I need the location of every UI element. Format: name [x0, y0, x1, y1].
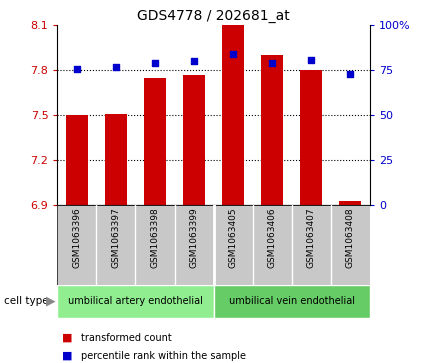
Bar	[261, 55, 283, 205]
Bar	[222, 25, 244, 205]
Text: umbilical vein endothelial: umbilical vein endothelial	[229, 296, 354, 306]
Bar	[105, 114, 127, 205]
Bar	[213, 285, 370, 318]
Text: transformed count: transformed count	[81, 333, 172, 343]
Bar	[57, 285, 213, 318]
Point	[230, 51, 236, 57]
Text: umbilical artery endothelial: umbilical artery endothelial	[68, 296, 203, 306]
Bar	[300, 70, 322, 205]
Title: GDS4778 / 202681_at: GDS4778 / 202681_at	[137, 9, 290, 23]
Text: GSM1063408: GSM1063408	[346, 208, 355, 268]
Text: ■: ■	[62, 333, 72, 343]
Bar	[340, 201, 361, 205]
Text: GSM1063407: GSM1063407	[307, 208, 316, 268]
Point	[191, 58, 198, 64]
Text: cell type: cell type	[4, 296, 49, 306]
Bar	[144, 78, 166, 205]
Point	[308, 57, 314, 62]
Text: ▶: ▶	[46, 295, 56, 308]
Point	[347, 71, 354, 77]
Text: GSM1063398: GSM1063398	[150, 208, 159, 268]
Point	[269, 60, 275, 66]
Text: GSM1063406: GSM1063406	[268, 208, 277, 268]
Bar	[183, 75, 205, 205]
Text: GSM1063399: GSM1063399	[190, 208, 198, 268]
Text: GSM1063405: GSM1063405	[229, 208, 238, 268]
Text: ■: ■	[62, 351, 72, 361]
Point	[74, 66, 80, 72]
Point	[113, 64, 119, 70]
Text: percentile rank within the sample: percentile rank within the sample	[81, 351, 246, 361]
Point	[152, 60, 159, 66]
Text: GSM1063397: GSM1063397	[111, 208, 120, 268]
Text: GSM1063396: GSM1063396	[72, 208, 82, 268]
Bar	[66, 115, 88, 205]
